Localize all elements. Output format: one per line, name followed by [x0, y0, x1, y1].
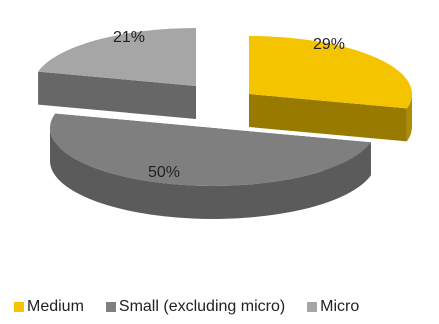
data-label-medium: 29%: [313, 36, 345, 53]
slice-medium-side-0: [406, 94, 412, 142]
legend-item-micro: Micro: [307, 298, 359, 316]
legend-item-medium: Medium: [14, 298, 84, 316]
slice-micro-wall-0: [38, 71, 197, 119]
legend-item-small: Small (excluding micro): [105, 298, 286, 316]
pie-tops: [38, 28, 413, 187]
slice-small: [49, 113, 371, 187]
slice-medium-wall-1: [249, 94, 407, 142]
legend-label-micro: Micro: [320, 298, 360, 315]
legend: Medium Small (excluding micro) Micro: [14, 297, 359, 317]
slice-micro: [38, 28, 197, 86]
legend-label-medium: Medium: [27, 298, 84, 315]
slice-small-side-0: [50, 128, 371, 219]
legend-swatch-micro: [307, 302, 318, 312]
legend-swatch-medium: [14, 302, 24, 312]
data-label-micro: 21%: [113, 29, 145, 46]
slice-medium: [249, 36, 413, 109]
legend-label-small: Small (excluding micro): [118, 298, 286, 315]
legend-swatch-small: [105, 302, 116, 312]
data-label-small: 50%: [148, 164, 180, 181]
pie-labels: 29% 50% 21%: [113, 29, 345, 181]
